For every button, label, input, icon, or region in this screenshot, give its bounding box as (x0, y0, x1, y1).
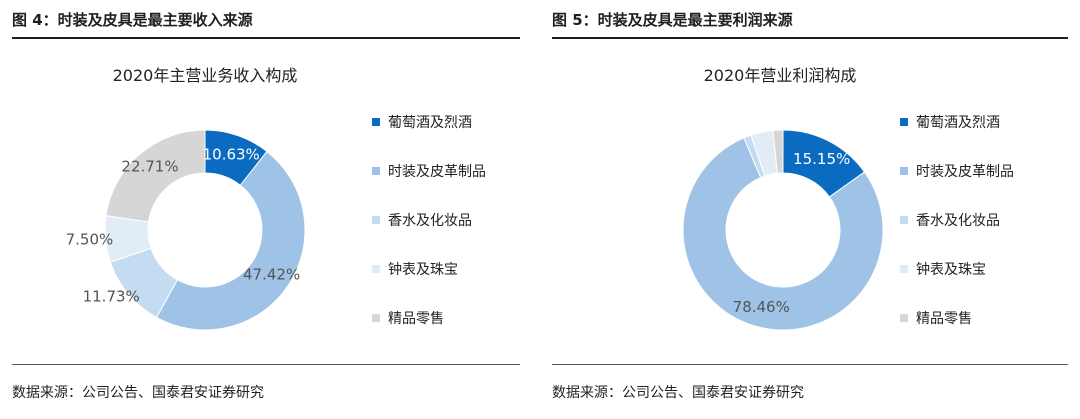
data-label-watches: 7.50% (66, 231, 114, 249)
legend-swatch (372, 167, 380, 175)
legend-swatch (900, 216, 908, 224)
legend-label: 香水及化妆品 (388, 213, 472, 229)
legend-label: 钟表及珠宝 (388, 262, 458, 278)
legend-swatch (372, 265, 380, 273)
legend-label: 时装及皮革制品 (916, 164, 1014, 180)
legend-item-perfume: 香水及化妆品 (372, 210, 472, 230)
legend-label: 香水及化妆品 (916, 213, 1000, 229)
legend-item-watches: 钟表及珠宝 (900, 259, 986, 279)
legend-item-fashion: 时装及皮革制品 (372, 161, 486, 181)
figure-4-bottom-rule (12, 364, 520, 365)
chart-1-title: 2020年主营业务收入构成 (112, 66, 298, 85)
figure-4-title: 图 4：时装及皮具是最主要收入来源 (12, 11, 253, 29)
legend-item-wine: 葡萄酒及烈酒 (900, 112, 1000, 132)
slice-retail (772, 129, 784, 174)
figure-5-panel: 图 5：时装及皮具是最主要利润来源 2020年营业利润构成 15.15% 78.4… (540, 0, 1080, 419)
legend-swatch (900, 314, 908, 322)
legend-label: 葡萄酒及烈酒 (916, 115, 1000, 131)
legend-item-perfume: 香水及化妆品 (900, 210, 1000, 230)
chart-2-title: 2020年营业利润构成 (703, 66, 857, 85)
data-label-wine: 10.63% (203, 145, 260, 163)
figure-5-title: 图 5：时装及皮具是最主要利润来源 (552, 11, 793, 29)
legend-label: 葡萄酒及烈酒 (388, 115, 472, 131)
chart-1-donut: 10.63% 47.42% 11.73% 7.50% 22.71% (66, 129, 306, 331)
legend-swatch (372, 118, 380, 126)
figure-5-bottom-rule (552, 364, 1068, 365)
data-label-retail: 22.71% (121, 157, 178, 175)
data-label-fashion: 47.42% (243, 265, 300, 283)
chart-2-donut: 15.15% 78.46% (682, 129, 884, 331)
slice-fashion (155, 150, 306, 331)
legend-swatch (900, 265, 908, 273)
slice-retail (105, 129, 206, 223)
slice-fashion (682, 137, 884, 331)
legend-item-fashion: 时装及皮革制品 (900, 161, 1014, 181)
legend-item-retail: 精品零售 (372, 308, 444, 328)
figure-5-source: 数据来源：公司公告、国泰君安证券研究 (552, 385, 804, 401)
legend-swatch (900, 167, 908, 175)
legend-label: 精品零售 (388, 311, 444, 327)
data-label-perfume: 11.73% (83, 288, 140, 306)
data-label-fashion: 78.46% (733, 298, 790, 316)
legend-swatch (372, 216, 380, 224)
legend-item-watches: 钟表及珠宝 (372, 259, 458, 279)
data-label-wine: 15.15% (793, 150, 850, 168)
legend-item-retail: 精品零售 (900, 308, 972, 328)
figure-4-panel: 图 4：时装及皮具是最主要收入来源 2020年主营业务收入构成 10.63% 47… (12, 11, 520, 401)
figure-4-source: 数据来源：公司公告、国泰君安证券研究 (12, 385, 264, 401)
legend-label: 时装及皮革制品 (388, 164, 486, 180)
legend-label: 钟表及珠宝 (916, 262, 986, 278)
legend-item-wine: 葡萄酒及烈酒 (372, 112, 472, 132)
figure-5-title-rule (552, 37, 1068, 39)
legend-swatch (900, 118, 908, 126)
legend-label: 精品零售 (916, 311, 972, 327)
legend-swatch (372, 314, 380, 322)
figure-4-title-rule (12, 37, 520, 39)
